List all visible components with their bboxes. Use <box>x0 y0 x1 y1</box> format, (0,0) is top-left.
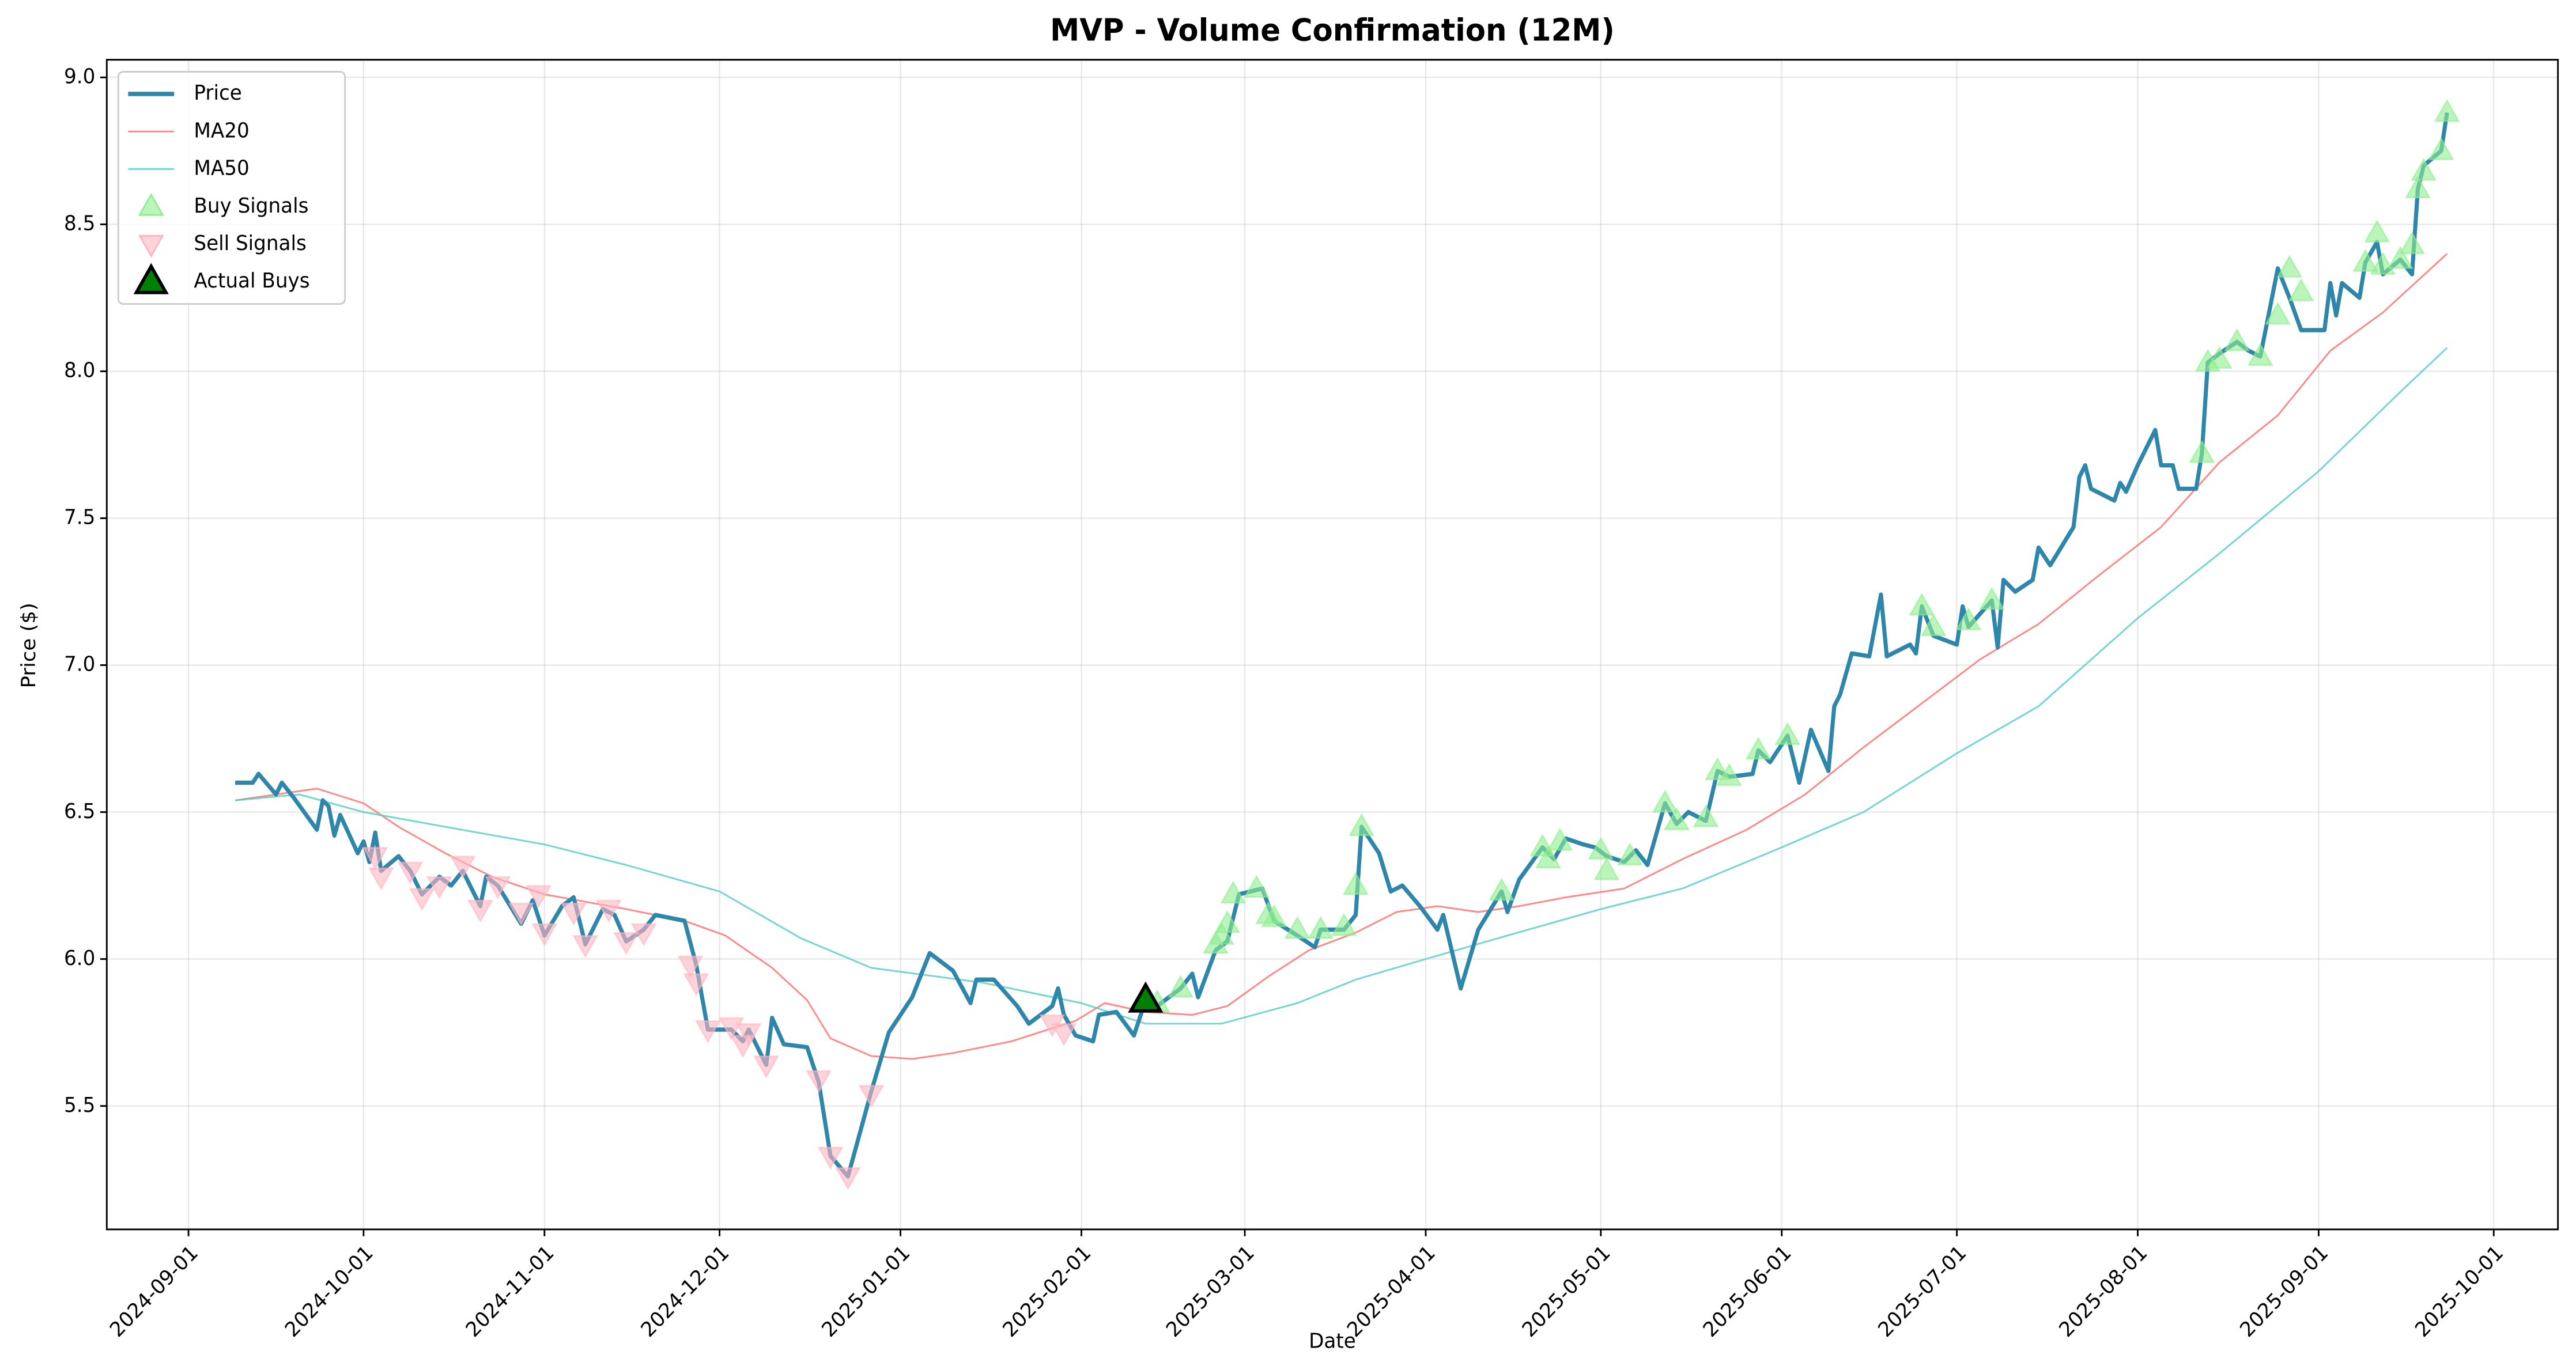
chart-title: MVP - Volume Confirmation (12M) <box>1050 13 1615 48</box>
marker <box>508 902 534 926</box>
marker <box>1716 763 1743 786</box>
marker <box>1547 827 1573 851</box>
marker <box>2387 245 2413 269</box>
marker <box>526 885 552 909</box>
marker <box>2434 99 2460 122</box>
legend: Price MA20 MA50 Buy Signals Sell Signals Actu… <box>117 70 346 305</box>
marker <box>1168 974 1194 998</box>
marker <box>362 847 388 870</box>
legend-label: Actual Buys <box>194 270 309 293</box>
marker <box>1774 722 1801 745</box>
marker <box>1920 613 1947 637</box>
line <box>235 112 2449 1179</box>
marker <box>1208 922 1235 945</box>
marker <box>561 902 587 926</box>
marker <box>467 899 493 923</box>
marker <box>2428 137 2454 160</box>
legend-swatch <box>138 192 164 216</box>
marker <box>1261 904 1287 928</box>
marker <box>834 1167 861 1190</box>
marker <box>630 923 657 947</box>
marker <box>2405 175 2431 199</box>
marker <box>694 1020 721 1043</box>
marker <box>1617 842 1643 866</box>
y-tick-label: 7.0 <box>64 653 95 676</box>
legend-label: Sell Signals <box>194 232 306 255</box>
y-tick-label: 8.5 <box>64 212 95 236</box>
y-axis-label: Price ($) <box>18 603 40 688</box>
marker <box>397 861 424 885</box>
marker <box>1593 857 1620 880</box>
marker <box>1588 837 1614 860</box>
y-tick-label: 5.5 <box>64 1093 95 1117</box>
marker <box>1978 586 2005 610</box>
marker <box>2411 157 2437 181</box>
axes-frame <box>105 59 2559 1231</box>
x-axis-label: Date <box>1309 1330 1356 1353</box>
marker <box>2265 301 2291 325</box>
legend-label: MA50 <box>194 157 249 180</box>
marker <box>1955 607 1982 631</box>
y-tick-label: 6.5 <box>64 800 95 823</box>
marker <box>817 1146 844 1170</box>
marker <box>2288 278 2314 301</box>
marker <box>1745 736 1772 760</box>
marker <box>1308 915 1334 939</box>
y-tick-label: 8.0 <box>64 359 95 383</box>
y-tick-label: 6.0 <box>64 947 95 970</box>
y-tick-label: 7.5 <box>64 506 95 529</box>
marker <box>677 955 704 979</box>
marker <box>753 1055 780 1079</box>
marker <box>1284 915 1310 939</box>
marker <box>2224 328 2250 351</box>
marker <box>1489 877 1515 901</box>
marker <box>2364 220 2390 243</box>
marker <box>1243 875 1270 898</box>
marker <box>595 899 622 923</box>
marker <box>858 1085 885 1108</box>
marker <box>1909 592 1935 616</box>
marker <box>613 932 640 955</box>
legend-swatch <box>138 234 164 258</box>
marker <box>1349 813 1375 837</box>
y-tick-label: 9.0 <box>64 65 95 89</box>
marker <box>2247 343 2273 366</box>
marker <box>1535 845 1562 869</box>
marker <box>806 1070 832 1093</box>
marker <box>2276 255 2303 278</box>
legend-swatch <box>133 263 169 294</box>
marker <box>531 923 558 947</box>
marker <box>409 888 435 911</box>
marker <box>1331 913 1357 936</box>
legend-label: MA20 <box>194 119 249 143</box>
marker <box>485 876 511 899</box>
marker <box>735 1023 762 1046</box>
marker <box>2352 249 2378 272</box>
legend-label: Buy Signals <box>194 194 308 218</box>
marker <box>1652 789 1678 813</box>
marker <box>1214 910 1241 933</box>
marker <box>2206 346 2233 369</box>
marker <box>1664 807 1690 830</box>
marker <box>426 876 452 899</box>
marker <box>2399 231 2425 255</box>
marker <box>2189 440 2215 463</box>
marker <box>572 935 599 958</box>
marker <box>368 867 394 891</box>
marker <box>683 973 709 997</box>
legend-box <box>117 70 346 305</box>
marker <box>1693 804 1719 827</box>
marker <box>1051 1023 1077 1046</box>
marker <box>450 856 476 879</box>
legend-label: Price <box>194 82 241 105</box>
marker <box>1220 880 1247 904</box>
marker <box>1343 872 1369 895</box>
line <box>235 347 2448 1025</box>
line <box>235 253 2448 1060</box>
marker <box>1128 981 1164 1013</box>
